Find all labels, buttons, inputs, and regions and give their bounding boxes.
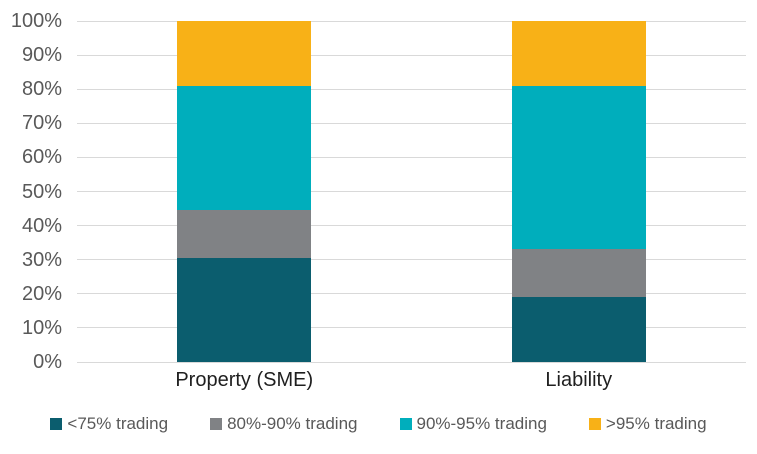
y-tick-label: 80%	[21, 78, 62, 101]
y-tick-label: 30%	[21, 248, 62, 271]
legend-swatch-icon	[399, 418, 412, 430]
gridline	[77, 54, 746, 56]
legend-label: 80%-90% trading	[227, 414, 358, 433]
y-tick-label: 60%	[21, 146, 62, 169]
legend: <75% trading 80%-90% trading 90%-95% tradi…	[0, 414, 757, 434]
bar-segment	[511, 297, 646, 362]
bar-segment	[511, 21, 646, 86]
x-category-label: Property (SME)	[175, 369, 314, 391]
legend-item: 90%-95% trading	[399, 414, 547, 434]
bar-segment	[177, 210, 312, 258]
bar-segment	[511, 85, 646, 250]
gridline	[77, 191, 746, 192]
y-tick-label: 70%	[21, 112, 62, 135]
legend-label: 90%-95% trading	[416, 414, 547, 433]
bar-liability	[511, 21, 646, 362]
legend-swatch-icon	[210, 418, 223, 430]
legend-item: <75% trading	[50, 414, 168, 434]
gridline	[77, 259, 746, 261]
bar-property-sme	[177, 21, 312, 362]
y-tick-label: 90%	[21, 44, 62, 67]
legend-item: 80%-90% trading	[210, 414, 358, 434]
bar-segment	[177, 258, 312, 362]
y-tick-label: 0%	[33, 351, 62, 373]
gridline	[77, 327, 746, 329]
gridline	[77, 225, 746, 227]
gridline	[77, 156, 746, 158]
plot-area	[77, 20, 746, 363]
gridline	[77, 361, 746, 363]
y-tick-label: 50%	[21, 180, 62, 203]
y-tick-label: 20%	[21, 282, 62, 305]
legend-label: <75% trading	[67, 414, 169, 433]
x-category-label: Liability	[545, 369, 613, 391]
gridline	[77, 88, 746, 90]
gridline	[77, 20, 746, 22]
gridline	[77, 293, 746, 295]
legend-label: >95% trading	[605, 414, 707, 433]
legend-item: >95% trading	[588, 414, 707, 434]
y-tick-label: 40%	[21, 214, 62, 237]
legend-swatch-icon	[588, 418, 601, 430]
bar-segment	[177, 85, 312, 211]
legend-swatch-icon	[50, 418, 63, 430]
bar-segment	[511, 249, 646, 298]
y-tick-label: 100%	[10, 10, 62, 32]
bar-segment	[177, 21, 312, 86]
gridline	[77, 122, 746, 124]
y-tick-label: 10%	[21, 316, 62, 339]
